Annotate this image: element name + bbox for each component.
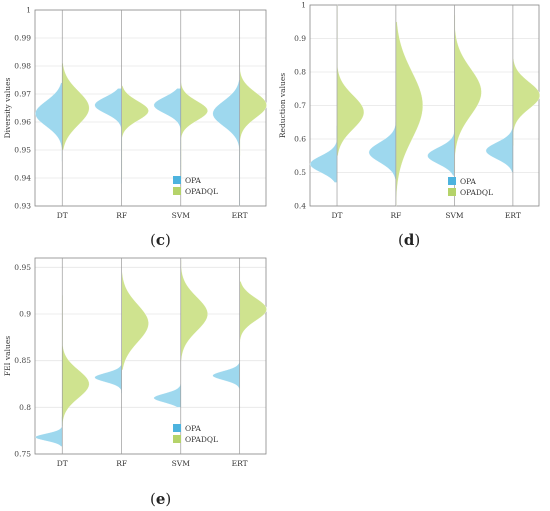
y-axis-label: Diversity values	[3, 77, 12, 138]
y-tick-label: 1	[301, 1, 306, 10]
y-tick-label: 0.8	[294, 68, 306, 77]
violin-opa-svm	[153, 383, 181, 408]
violin-opadql-svm	[454, 14, 482, 173]
legend-label-opa: OPA	[460, 177, 477, 186]
legend-swatch-opa	[448, 177, 456, 185]
y-tick-label: 0.93	[14, 202, 31, 211]
panel-label-c-letter: c	[155, 231, 165, 249]
y-tick-label: 0.9	[19, 310, 31, 319]
x-tick-label: SVM	[172, 211, 191, 220]
violin-opadql-dt	[336, 4, 365, 156]
panel-label-d-letter: d	[403, 231, 415, 249]
violin-opa-rf	[94, 88, 122, 184]
y-tick-label: 0.9	[294, 34, 306, 43]
x-tick-label: RF	[116, 459, 127, 468]
x-tick-label: SVM	[445, 211, 464, 220]
violin-opadql-rf	[395, 21, 424, 207]
y-tick-label: 0.96	[14, 118, 31, 127]
y-tick-label: 0.8	[19, 403, 31, 412]
violin-opadql-svm	[180, 259, 208, 361]
x-tick-label: ERT	[505, 211, 521, 220]
x-tick-label: RF	[390, 211, 401, 220]
x-tick-label: DT	[332, 211, 343, 220]
y-tick-label: 0.94	[14, 174, 31, 183]
panel-label-e-letter: e	[155, 490, 166, 508]
panel-label-d-open: (	[398, 231, 404, 249]
y-axis-label: Reduction values	[278, 73, 287, 138]
violin-opa-rf	[368, 122, 397, 180]
violin-opa-svm	[153, 88, 181, 187]
x-tick-label: ERT	[232, 459, 248, 468]
x-tick-label: ERT	[232, 211, 248, 220]
y-tick-label: 0.7	[294, 101, 306, 110]
y-axis-label: FEI values	[3, 336, 12, 376]
violin-opa-dt	[35, 82, 63, 162]
legend-label-opa: OPA	[185, 176, 202, 185]
panel-label-c: (c)	[150, 231, 171, 249]
legend-swatch-opa	[173, 424, 181, 432]
plot-frame	[309, 4, 540, 207]
violin-opadql-dt	[62, 295, 90, 427]
legend-swatch-opadql	[448, 188, 456, 196]
legend-label-opadql: OPADQL	[185, 187, 218, 196]
violin-opa-ert	[212, 79, 240, 207]
violin-opadql-dt	[62, 63, 90, 151]
y-tick-label: 0.75	[14, 450, 31, 459]
panel-label-e-open: (	[150, 490, 156, 508]
panel-label-e-close: )	[165, 490, 172, 508]
legend-label-opadql: OPADQL	[460, 188, 493, 197]
y-tick-label: 0.6	[294, 135, 306, 144]
x-tick-label: DT	[57, 459, 68, 468]
violin-opa-ert	[485, 125, 514, 173]
violin-opadql-ert	[239, 68, 267, 156]
panel-label-d: (d)	[398, 231, 420, 249]
chart-panel-2: 0.75 0.8 0.85 0.9 0.95 FEI values DT RF SVM ERT OP…	[3, 257, 267, 468]
legend: OPA OPADQL	[173, 176, 218, 196]
legend-swatch-opadql	[173, 187, 181, 195]
violin-opadql-ert	[512, 58, 541, 146]
legend-swatch-opa	[173, 176, 181, 184]
violin-opa-rf	[94, 365, 122, 394]
panel-label-c-open: (	[150, 231, 156, 249]
y-tick-label: 1	[26, 6, 31, 15]
violin-opa-dt	[309, 125, 338, 183]
legend-label-opa: OPA	[185, 424, 202, 433]
y-tick-label: 0.95	[14, 146, 31, 155]
violin-opadql-ert	[239, 281, 267, 343]
panel-label-e: (e)	[150, 490, 171, 508]
violin-opadql-rf	[121, 271, 149, 371]
violin-opadql-rf	[121, 85, 149, 179]
y-tick-label: 0.97	[14, 90, 31, 99]
y-tick-label: 0.99	[14, 34, 31, 43]
violin-opa-dt	[35, 416, 63, 447]
y-tick-label: 0.4	[294, 202, 306, 211]
legend: OPA OPADQL	[448, 177, 493, 197]
legend-swatch-opadql	[173, 435, 181, 443]
x-tick-label: SVM	[172, 459, 191, 468]
violin-opadql-svm	[180, 82, 208, 179]
violin-opa-ert	[212, 362, 240, 389]
y-tick-label: 0.98	[14, 62, 31, 71]
chart-panel-1: 0.4 0.5 0.6 0.7 0.8 0.9 1 Reduction values DT RF S…	[278, 1, 541, 220]
legend: OPA OPADQL	[173, 424, 218, 444]
y-tick-label: 0.5	[294, 168, 306, 177]
panel-label-d-close: )	[414, 231, 421, 249]
plot-frame	[34, 257, 267, 455]
chart-panel-0: 0.93 0.94 0.95 0.96 0.97 0.98 0.99 1 Diversity v…	[3, 6, 267, 220]
x-tick-label: RF	[116, 211, 127, 220]
violin-opa-svm	[427, 132, 455, 177]
panel-label-c-close: )	[165, 231, 171, 249]
legend-label-opadql: OPADQL	[185, 435, 218, 444]
y-tick-label: 0.95	[14, 263, 31, 272]
y-tick-label: 0.85	[14, 356, 31, 365]
x-tick-label: DT	[57, 211, 68, 220]
